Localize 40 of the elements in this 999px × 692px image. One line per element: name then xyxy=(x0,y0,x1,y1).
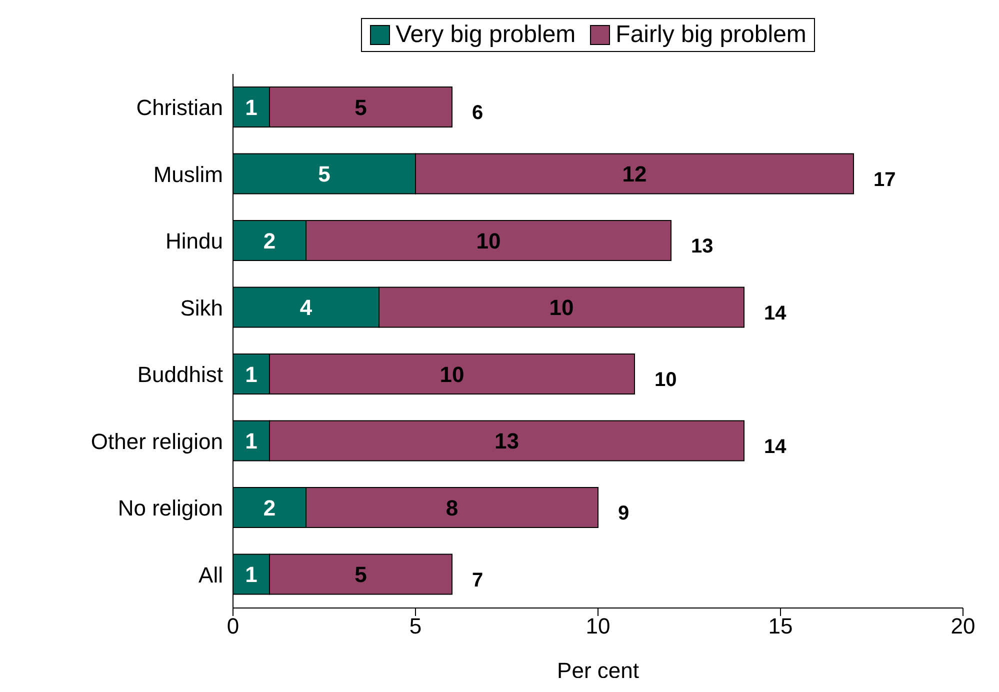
data-label: 8 xyxy=(446,495,458,520)
x-tick-label: 5 xyxy=(409,614,422,639)
y-tick-label: All xyxy=(198,562,223,588)
total-label: 14 xyxy=(764,302,788,324)
y-tick-label: No religion xyxy=(118,496,223,521)
data-label: 2 xyxy=(263,495,276,520)
data-label: 5 xyxy=(354,94,367,120)
data-label: 12 xyxy=(622,162,647,187)
data-label: 13 xyxy=(494,428,519,454)
y-tick-label: Muslim xyxy=(153,162,223,187)
y-tick-label: Hindu xyxy=(166,228,223,254)
data-label: 1 xyxy=(245,94,258,120)
data-label: 5 xyxy=(318,162,330,187)
data-label: 4 xyxy=(300,295,313,320)
data-label: 10 xyxy=(549,295,574,320)
total-label: 17 xyxy=(874,168,896,191)
y-tick-label: Other religion xyxy=(90,428,223,454)
legend-label: Very big problem xyxy=(394,21,576,49)
x-tick-label: 20 xyxy=(950,614,976,639)
data-label: 5 xyxy=(354,562,367,588)
x-tick-label: 0 xyxy=(226,614,240,639)
data-label: 1 xyxy=(245,428,258,454)
total-label: 9 xyxy=(618,502,630,524)
data-label: 1 xyxy=(245,562,258,588)
data-label: 10 xyxy=(440,362,464,387)
data-label: 1 xyxy=(245,362,258,387)
y-tick-label: Sikh xyxy=(180,295,223,320)
y-tick-label: Buddhist xyxy=(137,362,223,388)
x-axis-title: Per cent xyxy=(557,658,639,683)
legend-label: Fairly big problem xyxy=(614,21,806,49)
total-label: 14 xyxy=(764,436,788,458)
total-label: 7 xyxy=(472,569,484,592)
data-label: 10 xyxy=(476,228,501,254)
y-tick-label: Christian xyxy=(136,95,223,120)
total-label: 6 xyxy=(472,102,484,124)
total-label: 10 xyxy=(654,369,677,391)
data-label: 2 xyxy=(263,228,276,254)
x-tick-label: 15 xyxy=(768,614,793,639)
total-label: 13 xyxy=(691,236,714,258)
x-tick-label: 10 xyxy=(586,614,610,639)
